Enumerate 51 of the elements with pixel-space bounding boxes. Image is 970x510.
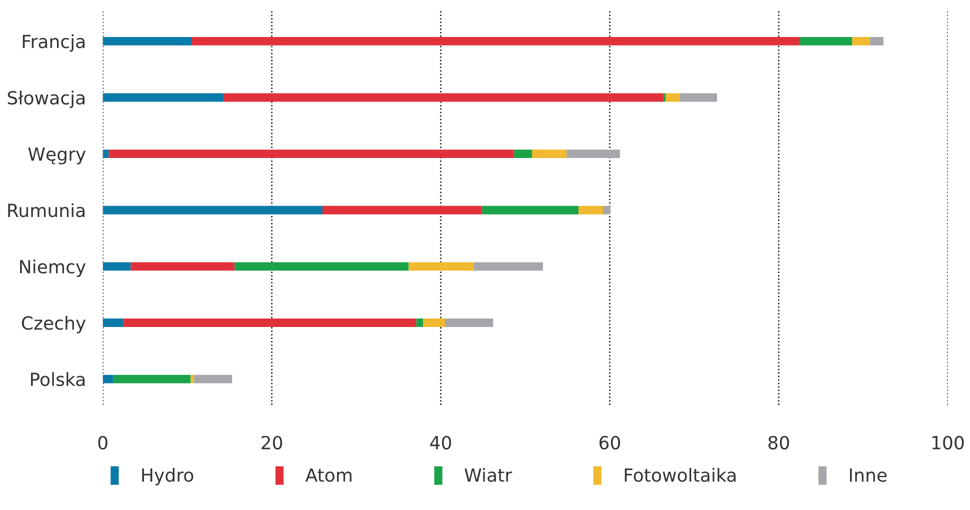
y-tick-label: Węgry [28, 147, 86, 164]
legend-label: Atom [305, 468, 352, 482]
bar [102, 374, 113, 384]
bar [532, 150, 567, 158]
bar [798, 36, 852, 46]
y-tick-label: Francja [22, 34, 85, 52]
legend-label: Fotowoltaika [624, 468, 736, 482]
bar [130, 262, 235, 271]
bar [566, 150, 620, 158]
bar [322, 206, 482, 214]
bar [192, 36, 799, 46]
bar [482, 206, 578, 214]
bar [423, 318, 445, 327]
y-tick-label: Rumunia [8, 203, 85, 218]
x-tick-label: 60 [600, 436, 620, 450]
bar [102, 36, 192, 46]
x-tick-label: 80 [768, 436, 790, 450]
x-tick-label: 0 [98, 436, 108, 450]
bar [224, 93, 664, 102]
bar [102, 206, 322, 214]
x-tick-label: 20 [262, 436, 282, 450]
bar [474, 262, 543, 271]
bar [112, 374, 191, 384]
bar [666, 93, 680, 102]
legend-label: Wiatr [464, 468, 512, 482]
bar [102, 93, 224, 102]
bar [514, 150, 532, 158]
bar [416, 318, 424, 327]
x-tick-label: 40 [430, 436, 452, 450]
bar [102, 262, 131, 271]
bar [190, 374, 194, 384]
bar [578, 206, 603, 214]
y-tick-label: Polska [31, 372, 85, 386]
y-tick-label: Słowacja [8, 90, 85, 108]
bar [408, 262, 474, 271]
x-tick-label: 100 [932, 436, 964, 450]
bar [102, 150, 109, 158]
bar [108, 150, 514, 158]
y-tick-label: Niemcy [20, 260, 86, 278]
bar [234, 262, 409, 271]
bar [102, 318, 124, 327]
legend-label: Hydro [142, 468, 194, 486]
y-tick-label: Czechy [22, 316, 86, 334]
bar [602, 206, 611, 214]
bar [444, 318, 494, 327]
bar [194, 374, 232, 384]
legend-label: Inne [850, 468, 887, 482]
bar [852, 36, 870, 46]
bar [680, 93, 718, 102]
bar [870, 36, 884, 46]
bar [123, 318, 416, 327]
